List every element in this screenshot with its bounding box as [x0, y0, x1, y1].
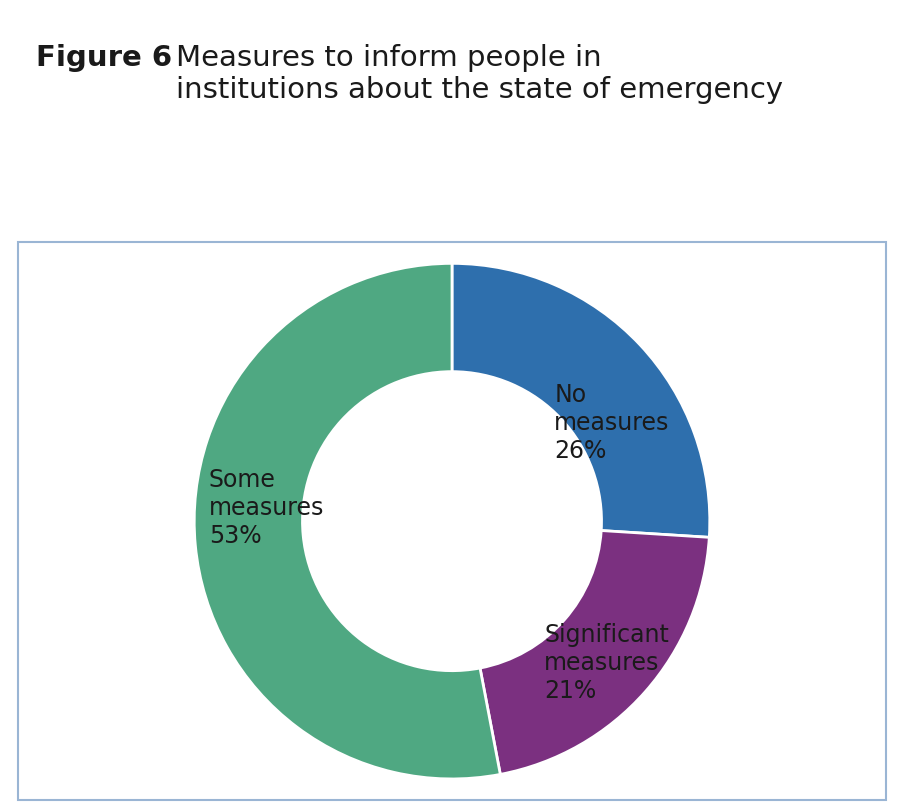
FancyBboxPatch shape	[18, 242, 885, 800]
Wedge shape	[452, 263, 709, 537]
Text: Measures to inform people in
institutions about the state of emergency: Measures to inform people in institution…	[176, 44, 783, 104]
Wedge shape	[194, 263, 499, 779]
Text: Some
measures
53%: Some measures 53%	[209, 469, 323, 548]
Wedge shape	[479, 531, 709, 774]
Text: Significant
measures
21%: Significant measures 21%	[544, 623, 668, 703]
Text: Figure 6: Figure 6	[36, 44, 172, 72]
Text: No
measures
26%: No measures 26%	[554, 384, 669, 463]
